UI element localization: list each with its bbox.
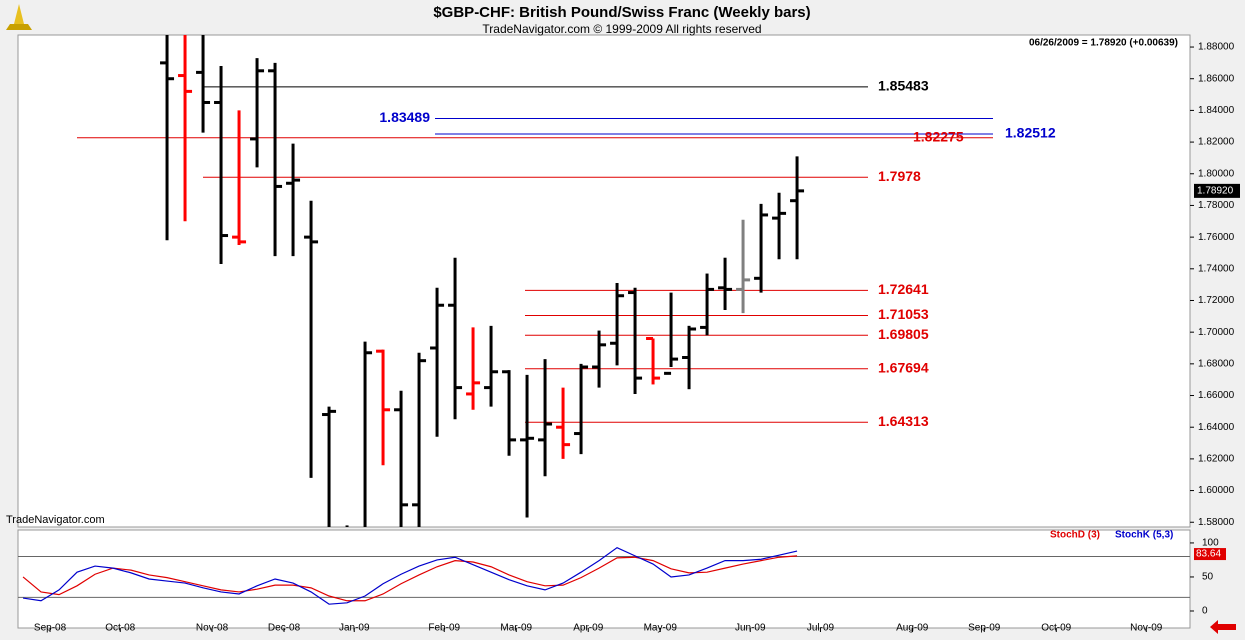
x-tick-label: Nov-08 [196,623,229,634]
level-label: 1.69805 [878,326,929,342]
x-tick-label: Feb-09 [428,623,460,634]
last-price-box [1194,183,1240,198]
level-label: 1.71053 [878,306,929,322]
y-tick-label: 1.62000 [1198,454,1235,465]
stoch-line [22,547,798,605]
y-tick-label: 1.60000 [1198,485,1235,496]
level-label: 1.82512 [1005,125,1056,141]
legend-entry: StochD (3) [1050,530,1100,541]
legend-entry: StochK (5,3) [1115,530,1173,541]
y-tick-label: 1.82000 [1198,137,1235,148]
x-tick-label: Dec-08 [268,623,301,634]
y-tick-label: 1.58000 [1198,517,1235,528]
stoch-plot [18,547,1190,605]
last-value-box [1194,548,1226,561]
x-tick-label: Jun-09 [735,623,766,634]
scroll-arrow[interactable] [1210,620,1236,634]
x-tick-label: Jan-09 [339,623,370,634]
level-label: 1.7978 [878,168,921,184]
last-value-label: 83.64 [1196,549,1221,560]
x-tick-label: Aug-09 [896,623,929,634]
y-tick-label: 1.70000 [1198,327,1235,338]
x-tick-label: May-09 [644,623,678,634]
x-tick-label: Oct-09 [1041,623,1071,634]
y-tick-label: 100 [1202,538,1219,549]
y-tick-label: 1.64000 [1198,422,1235,433]
y-tick-label: 1.80000 [1198,168,1235,179]
last-quote: 06/26/2009 = 1.78920 (+0.00639) [1029,38,1178,49]
level-label: 1.67694 [878,359,929,375]
x-tick-label: Sep-08 [34,623,67,634]
x-tick-label: Mar-09 [500,623,532,634]
x-tick-label: Nov-09 [1130,623,1163,634]
price-panel [17,34,1191,528]
x-tick-label: Sep-09 [968,623,1001,634]
x-tick-label: Jul-09 [807,623,835,634]
stoch-panel [17,529,1191,629]
y-tick-label: 1.72000 [1198,295,1235,306]
level-label: 1.64313 [878,413,929,429]
y-tick-label: 1.84000 [1198,105,1235,116]
last-price-label: 1.78920 [1197,186,1234,197]
level-label: 1.83489 [379,109,430,125]
chart-title: $GBP-CHF: British Pound/Swiss Franc (Wee… [433,4,810,21]
level-label: 1.82275 [913,128,964,144]
price-plot [77,35,993,527]
y-tick-label: 1.68000 [1198,358,1235,369]
y-tick-label: 1.88000 [1198,42,1235,53]
x-tick-label: Apr-09 [573,623,603,634]
stoch-line [22,555,798,602]
y-tick-label: 0 [1202,606,1208,617]
y-tick-label: 1.78000 [1198,200,1235,211]
y-tick-label: 1.66000 [1198,390,1235,401]
y-tick-label: 1.74000 [1198,263,1235,274]
level-label: 1.72641 [878,281,929,297]
chart-subtitle: TradeNavigator.com © 1999-2009 All right… [482,22,761,36]
y-tick-label: 50 [1202,572,1214,583]
y-tick-label: 1.76000 [1198,232,1235,243]
logo [6,4,32,30]
level-label: 1.85483 [878,78,929,94]
x-tick-label: Oct-08 [105,623,135,634]
watermark: TradeNavigator.com [6,514,105,526]
y-tick-label: 1.86000 [1198,73,1235,84]
